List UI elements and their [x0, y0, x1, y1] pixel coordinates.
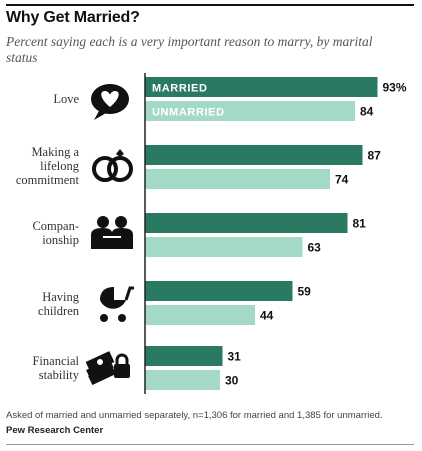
chart-note: Asked of married and unmarried separatel… [6, 410, 383, 421]
value-label: 44 [260, 309, 274, 323]
value-label: 93% [383, 81, 407, 95]
baby-stroller-icon [100, 286, 134, 322]
category-label: commitment [16, 173, 80, 187]
legend-unmarried: UNMARRIED [152, 107, 225, 119]
money-lock-icon [85, 351, 130, 386]
category-label: children [38, 304, 80, 318]
heart-speech-bubble-icon [91, 84, 129, 120]
value-label: 84 [360, 105, 374, 119]
unmarried-bar [145, 101, 355, 121]
category-label: Compan- [32, 219, 79, 233]
chart-title: Why Get Married? [6, 9, 140, 26]
value-label: 31 [228, 350, 242, 364]
unmarried-bar [145, 370, 220, 390]
top-rule [6, 4, 414, 6]
category-label: ionship [42, 233, 79, 247]
married-bar [145, 213, 348, 233]
category-label: lifelong [40, 159, 80, 173]
bottom-rule [6, 444, 414, 445]
two-people-icon [91, 216, 133, 249]
category-label: Financial [32, 354, 79, 368]
unmarried-bar [145, 305, 255, 325]
value-label: 74 [335, 173, 349, 187]
value-label: 30 [225, 374, 239, 388]
value-label: 59 [298, 285, 312, 299]
wedding-rings-icon [92, 149, 133, 182]
unmarried-bar [145, 169, 330, 189]
value-label: 87 [368, 149, 382, 163]
married-bar [145, 145, 363, 165]
married-bar [145, 281, 293, 301]
category-label: Having [42, 290, 80, 304]
value-label: 63 [308, 241, 322, 255]
category-label: Making a [31, 145, 79, 159]
category-label: Love [53, 92, 79, 106]
bar-chart: Love 93% MARRIED 84 UNMARRIED Making alifelon… [16, 73, 407, 394]
legend-married: MARRIED [152, 83, 208, 95]
chart-source: Pew Research Center [6, 425, 104, 436]
married-bar [145, 346, 223, 366]
value-label: 81 [353, 217, 367, 231]
unmarried-bar [145, 237, 303, 257]
category-label: stability [39, 368, 80, 382]
married-bar [145, 77, 378, 97]
chart-subtitle: Percent saying each is a very important … [6, 34, 373, 65]
